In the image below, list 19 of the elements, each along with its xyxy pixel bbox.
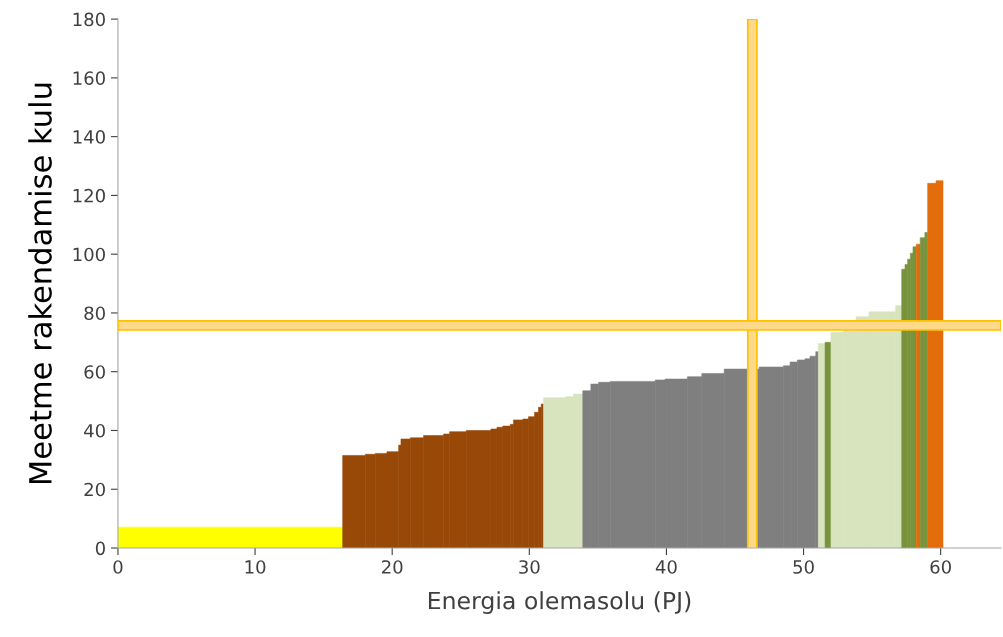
y-tick-label: 60 — [84, 365, 105, 379]
y-tick-label: 100 — [73, 247, 105, 262]
x-tick-label: 40 — [655, 560, 677, 574]
y-tick-label: 20 — [84, 482, 105, 497]
y-axis-title: Meetme rakendamise kulu — [28, 83, 52, 484]
y-tick-label: 80 — [84, 306, 105, 321]
y-tick-label: 0 — [95, 541, 105, 556]
x-axis-title: Energia olemasolu (PJ) — [428, 591, 691, 615]
x-tick-label: 0 — [113, 560, 123, 574]
x-tick-label: 50 — [793, 560, 814, 574]
y-tick-label: 180 — [73, 12, 105, 27]
y-tick-label: 140 — [73, 130, 105, 144]
y-tick-label: 120 — [73, 188, 105, 203]
y-tick-label: 160 — [73, 71, 105, 85]
x-tick-label: 60 — [930, 560, 951, 574]
x-tick-label: 10 — [245, 560, 266, 574]
x-tick-label: 20 — [382, 560, 403, 574]
x-tick-label: 30 — [519, 560, 540, 574]
y-tick-label: 40 — [84, 423, 105, 438]
